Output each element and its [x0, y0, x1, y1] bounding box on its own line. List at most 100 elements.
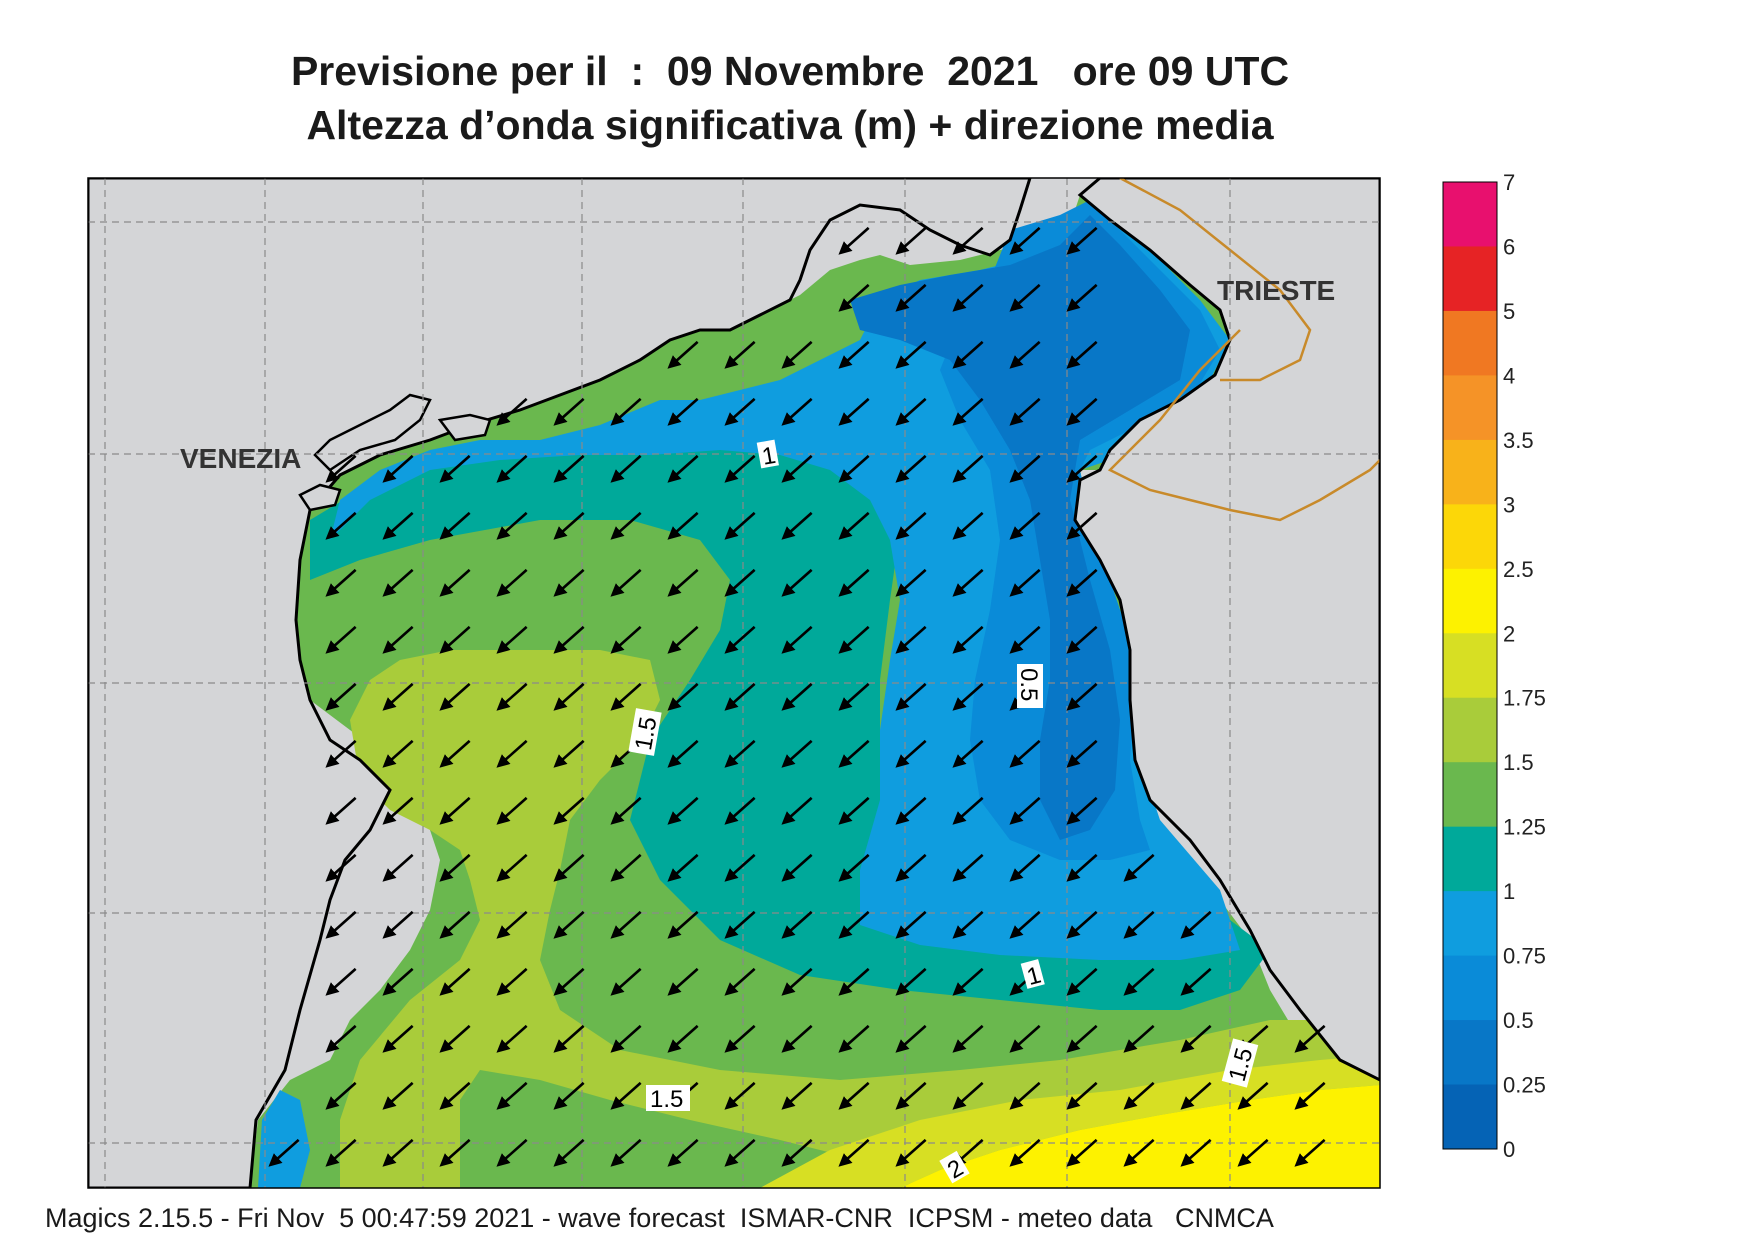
colorbar-bin — [1443, 1020, 1497, 1086]
wave-arrow — [895, 568, 927, 597]
footer-credits: Magics 2.15.5 - Fri Nov 5 00:47:59 2021 … — [45, 1203, 1274, 1233]
wave-arrow — [667, 397, 699, 426]
wave-arrow — [1066, 739, 1098, 768]
colorbar-bin — [1443, 182, 1497, 247]
wave-arrow — [496, 511, 528, 540]
wave-arrow — [781, 1081, 813, 1110]
wave-arrow — [1066, 796, 1098, 825]
wave-arrow — [1066, 625, 1098, 654]
wave-arrow — [1009, 625, 1041, 654]
wave-arrow — [952, 454, 984, 483]
wave-arrow — [724, 568, 756, 597]
wave-arrow — [895, 1138, 927, 1167]
wave-arrow — [895, 739, 927, 768]
wave-arrow — [724, 796, 756, 825]
wave-arrow — [895, 226, 927, 255]
contour-label: 1.5 — [650, 1086, 683, 1113]
wave-arrow — [838, 340, 870, 369]
wave-arrow — [439, 568, 471, 597]
venice-lagoon — [313, 393, 432, 472]
wave-arrow — [382, 967, 414, 996]
colorbar-level-label: 3 — [1503, 492, 1515, 517]
wave-arrow — [325, 739, 357, 768]
wave-arrow — [1009, 283, 1041, 312]
wave-arrow — [781, 454, 813, 483]
colorbar-frame — [1442, 181, 1498, 1150]
wave-arrow — [781, 340, 813, 369]
wave-arrow — [496, 568, 528, 597]
wave-arrow — [1009, 739, 1041, 768]
wave-arrow — [439, 1081, 471, 1110]
wave-arrow — [382, 682, 414, 711]
wave-arrow — [439, 967, 471, 996]
wave-arrow — [838, 739, 870, 768]
colorbar: 7 6 5 4 3.5 3 2.5 2 1.75 1.5 1.25 1 0.75 0.5 0.25 0 — [1442, 170, 1546, 1162]
wave-arrow — [610, 397, 642, 426]
wave-arrow — [382, 910, 414, 939]
wave-arrow — [1180, 1081, 1212, 1110]
wave-arrow — [553, 682, 585, 711]
wave-arrow — [781, 739, 813, 768]
wave-arrow — [496, 625, 528, 654]
wave-arrow — [1009, 568, 1041, 597]
wave-arrow — [496, 1138, 528, 1167]
wave-arrow — [724, 625, 756, 654]
wave-arrow — [553, 625, 585, 654]
colorbar-level-label: 0.75 — [1503, 944, 1546, 969]
colorbar-bin — [1443, 955, 1497, 1021]
colorbar-level-label: 5 — [1503, 299, 1515, 324]
colorbar-bin — [1443, 568, 1497, 634]
wave-arrow — [895, 682, 927, 711]
wave-arrow — [1009, 340, 1041, 369]
wave-arrow — [838, 226, 870, 255]
wave-arrow — [1066, 1081, 1098, 1110]
wave-arrow — [325, 454, 357, 483]
city-label-venezia: VENEZIA — [180, 443, 301, 474]
wave-arrow — [1066, 568, 1098, 597]
wave-arrow — [610, 967, 642, 996]
wave-arrow — [952, 682, 984, 711]
wave-arrow — [1180, 910, 1212, 939]
wave-arrow — [838, 625, 870, 654]
colorbar-bin — [1443, 246, 1497, 312]
wave-arrow — [382, 1138, 414, 1167]
colorbar-bin — [1443, 375, 1497, 441]
wave-arrow — [610, 511, 642, 540]
wave-arrow — [325, 1081, 357, 1110]
wave-arrow — [724, 910, 756, 939]
wave-arrow — [952, 967, 984, 996]
wave-arrow — [325, 511, 357, 540]
contour-label: 1 — [760, 442, 778, 471]
wave-arrow — [1009, 511, 1041, 540]
wave-arrow — [439, 1138, 471, 1167]
wave-arrow — [952, 340, 984, 369]
wave-arrow — [553, 1138, 585, 1167]
wave-arrow — [1066, 910, 1098, 939]
wave-arrow — [952, 283, 984, 312]
wave-arrow — [1009, 397, 1041, 426]
wave-arrow — [325, 1138, 357, 1167]
colorbar-level-label: 2.5 — [1503, 557, 1534, 582]
wave-arrow — [724, 340, 756, 369]
wave-arrow — [838, 454, 870, 483]
lagoon-island-1 — [437, 413, 492, 442]
wave-arrow — [952, 853, 984, 882]
wave-arrow — [496, 1081, 528, 1110]
contour-labels: 1 1.5 0.5 1 1.5 1.5 2 — [628, 439, 1258, 1184]
wave-arrow — [610, 796, 642, 825]
wave-arrow — [439, 910, 471, 939]
wave-arrow — [553, 511, 585, 540]
wave-arrow — [667, 625, 699, 654]
contour-fill-1.75-2 — [760, 1055, 1380, 1188]
wave-arrow — [1294, 1081, 1326, 1110]
wave-arrow — [1237, 1081, 1269, 1110]
wave-arrow — [952, 397, 984, 426]
map-subtitle: Altezza d’onda significativa (m) + direz… — [306, 102, 1274, 148]
wave-arrow — [610, 1081, 642, 1110]
colorbar-level-label: 0.25 — [1503, 1073, 1546, 1098]
wave-arrow — [724, 1081, 756, 1110]
wave-arrow — [496, 454, 528, 483]
wave-arrow — [895, 796, 927, 825]
wave-arrow — [553, 739, 585, 768]
wave-arrow — [724, 739, 756, 768]
